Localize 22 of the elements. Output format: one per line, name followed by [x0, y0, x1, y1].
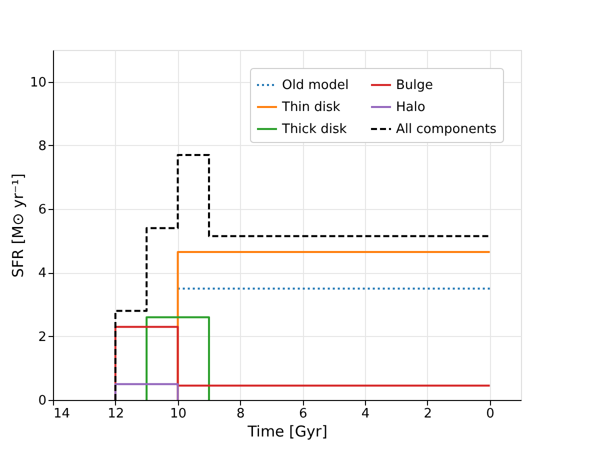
- legend-label: Bulge: [396, 78, 434, 93]
- y-axis-title: SFR [M⊙ yr⁻¹]: [8, 173, 27, 278]
- y-tick-label: 0: [38, 394, 46, 408]
- x-tick-label: 6: [298, 406, 308, 422]
- legend-label: Halo: [396, 100, 426, 115]
- x-tick-label: 2: [424, 406, 432, 422]
- x-tick-label: 14: [54, 406, 70, 422]
- x-axis-title: Time [Gyr]: [246, 422, 328, 440]
- y-tick-label: 4: [38, 266, 46, 282]
- y-tick-label: 2: [38, 330, 46, 345]
- x-tick-label: 8: [236, 406, 245, 422]
- y-tick-label: 10: [30, 75, 46, 90]
- x-tick-label: 0: [486, 406, 494, 422]
- y-tick-label: 6: [38, 202, 46, 218]
- legend-label: Thick disk: [281, 122, 348, 137]
- x-tick-label: 12: [108, 406, 124, 422]
- legend-label: Old model: [282, 78, 349, 93]
- y-tick-label: 8: [38, 138, 46, 154]
- x-tick-label: 4: [361, 406, 370, 422]
- legend-label: All components: [396, 122, 497, 137]
- x-tick-label: 10: [170, 406, 187, 422]
- legend-label: Thin disk: [281, 100, 341, 115]
